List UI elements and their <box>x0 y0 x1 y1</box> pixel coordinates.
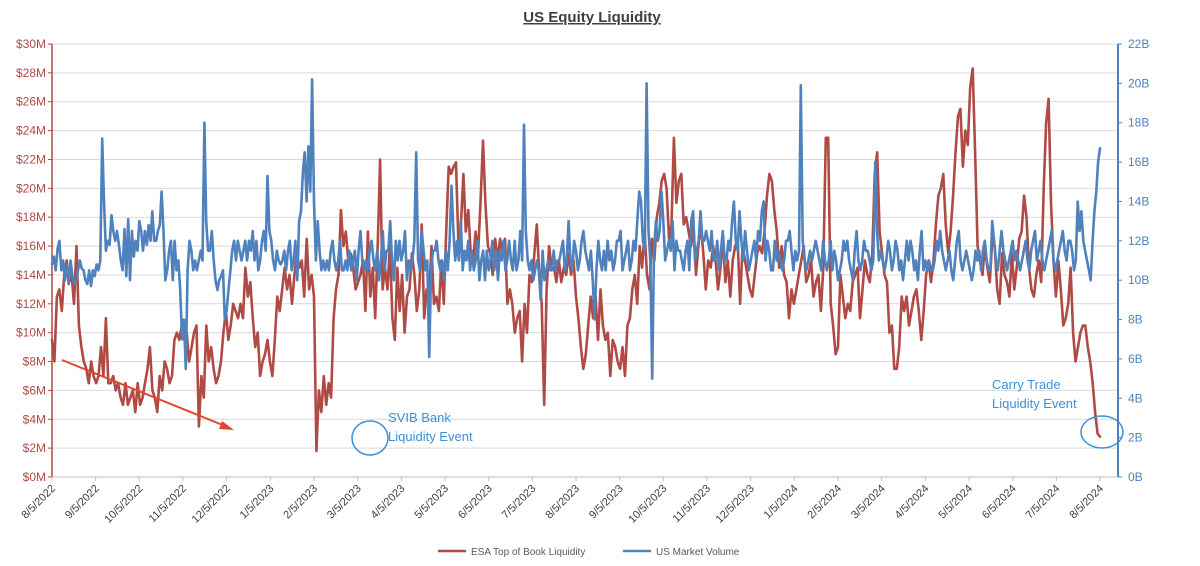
right-tick-label: 10B <box>1128 273 1149 287</box>
x-tick-label: 3/5/2023 <box>325 483 364 522</box>
x-tick-label: 11/5/2023 <box>671 483 714 526</box>
x-tick-label: 8/5/2024 <box>1067 483 1106 522</box>
x-tick-label: 5/5/2023 <box>412 483 451 522</box>
carry-trade-event-circle <box>1080 415 1124 449</box>
x-tick-label: 5/5/2024 <box>936 483 975 522</box>
left-tick-label: $22M <box>16 152 46 166</box>
x-tick-label: 8/5/2023 <box>543 483 582 522</box>
right-tick-label: 22B <box>1128 37 1149 51</box>
x-tick-label: 6/5/2023 <box>456 483 495 522</box>
right-tick-label: 18B <box>1128 116 1149 130</box>
x-tick-label: 9/5/2022 <box>63 483 102 522</box>
annotation-layer: SVIB Bank Liquidity Event Carry Trade Li… <box>61 359 1124 456</box>
svib-annotation-line2: Liquidity Event <box>388 429 473 444</box>
right-tick-label: 6B <box>1128 352 1143 366</box>
x-tick-label: 4/5/2023 <box>369 483 408 522</box>
svib-event-circle <box>351 420 389 456</box>
x-tick-label: 1/5/2023 <box>238 483 277 522</box>
left-tick-label: $10M <box>16 326 46 340</box>
left-tick-label: $30M <box>16 37 46 51</box>
x-axis: 8/5/2022 9/5/2022 10/5/2022 11/5/2022 12/5/2… <box>19 476 1118 526</box>
downtrend-arrowhead <box>219 421 234 430</box>
left-tick-label: $0M <box>23 470 46 484</box>
x-tick-label: 4/5/2024 <box>893 483 932 522</box>
right-tick-label: 20B <box>1128 76 1149 90</box>
left-tick-label: $12M <box>16 297 46 311</box>
x-tick-label: 12/5/2022 <box>190 483 233 526</box>
carry-trade-annotation-line1: Carry Trade <box>992 377 1061 392</box>
x-tick-label: 8/5/2022 <box>19 483 58 522</box>
x-tick-label: 2/5/2024 <box>805 483 844 522</box>
right-tick-label: 8B <box>1128 313 1143 327</box>
left-tick-label: $16M <box>16 239 46 253</box>
x-tick-label: 7/5/2023 <box>500 483 539 522</box>
left-tick-label: $24M <box>16 124 46 138</box>
x-tick-label: 6/5/2024 <box>980 483 1019 522</box>
x-tick-label: 11/5/2022 <box>147 483 190 526</box>
series-line-esa-top-of-book-liquidity <box>50 67 1102 453</box>
x-tick-label: 9/5/2023 <box>587 483 626 522</box>
x-tick-label: 10/5/2022 <box>102 483 145 526</box>
x-tick-label: 12/5/2023 <box>714 483 757 526</box>
x-tick-label: 1/5/2024 <box>762 483 801 522</box>
right-tick-label: 2B <box>1128 431 1143 445</box>
left-y-axis: $0M $2M $4M $6M $8M $10M $12M $14M $16M $18M $20M $… <box>16 37 53 484</box>
x-tick-label: 3/5/2024 <box>849 483 888 522</box>
carry-trade-annotation-line2: Liquidity Event <box>992 396 1077 411</box>
right-tick-label: 12B <box>1128 234 1149 248</box>
gridlines <box>52 43 1118 478</box>
series-layer <box>50 67 1102 453</box>
chart-title: US Equity Liquidity <box>523 9 661 26</box>
left-tick-label: $20M <box>16 181 46 195</box>
left-tick-label: $2M <box>23 441 46 455</box>
left-tick-label: $18M <box>16 210 46 224</box>
right-tick-label: 4B <box>1128 391 1143 405</box>
right-y-axis: 0B 2B 4B 6B 8B 10B 12B 14B 16B 18B 20B 22B <box>1117 37 1149 484</box>
downtrend-arrow <box>61 359 231 429</box>
left-tick-label: $4M <box>23 412 46 426</box>
left-tick-label: $8M <box>23 355 46 369</box>
left-tick-label: $28M <box>16 66 46 80</box>
left-tick-label: $6M <box>23 383 46 397</box>
x-tick-label: 7/5/2024 <box>1024 483 1063 522</box>
legend-label-volume: US Market Volume <box>656 547 740 558</box>
left-tick-label: $26M <box>16 95 46 109</box>
right-tick-label: 16B <box>1128 155 1149 169</box>
left-tick-label: $14M <box>16 268 46 282</box>
svib-annotation-line1: SVIB Bank <box>388 410 451 425</box>
legend-label-esa: ESA Top of Book Liquidity <box>471 547 585 558</box>
right-tick-label: 14B <box>1128 194 1149 208</box>
x-tick-label: 10/5/2023 <box>626 483 669 526</box>
x-tick-label: 2/5/2023 <box>281 483 320 522</box>
series-line-us-market-volume <box>50 78 1102 380</box>
chart-legend: ESA Top of Book Liquidity US Market Volu… <box>438 547 740 558</box>
right-tick-label: 0B <box>1128 470 1143 484</box>
